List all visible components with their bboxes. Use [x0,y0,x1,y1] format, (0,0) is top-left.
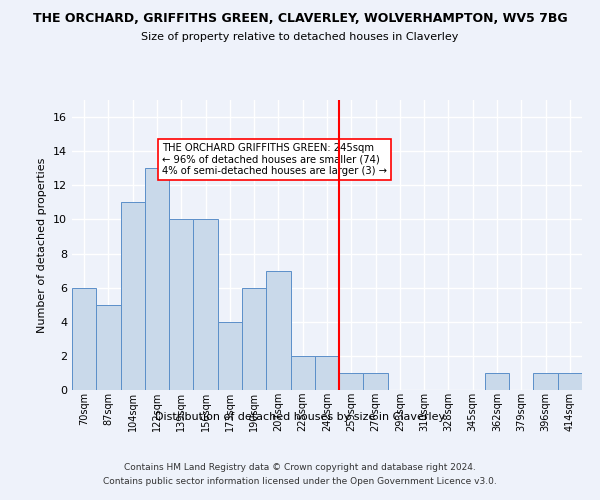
Text: Contains HM Land Registry data © Crown copyright and database right 2024.: Contains HM Land Registry data © Crown c… [124,462,476,471]
Bar [315,356,339,390]
Bar [266,270,290,390]
Text: Distribution of detached houses by size in Claverley: Distribution of detached houses by size … [155,412,445,422]
Bar [242,288,266,390]
Bar [485,373,509,390]
Bar [218,322,242,390]
Bar [558,373,582,390]
Bar [121,202,145,390]
Text: THE ORCHARD GRIFFITHS GREEN: 245sqm
← 96% of detached houses are smaller (74)
4%: THE ORCHARD GRIFFITHS GREEN: 245sqm ← 96… [162,142,387,176]
Text: Contains public sector information licensed under the Open Government Licence v3: Contains public sector information licen… [103,478,497,486]
Bar [533,373,558,390]
Y-axis label: Number of detached properties: Number of detached properties [37,158,47,332]
Bar [290,356,315,390]
Text: THE ORCHARD, GRIFFITHS GREEN, CLAVERLEY, WOLVERHAMPTON, WV5 7BG: THE ORCHARD, GRIFFITHS GREEN, CLAVERLEY,… [32,12,568,26]
Bar [96,304,121,390]
Bar [339,373,364,390]
Bar [364,373,388,390]
Text: Size of property relative to detached houses in Claverley: Size of property relative to detached ho… [142,32,458,42]
Bar [145,168,169,390]
Bar [169,220,193,390]
Bar [72,288,96,390]
Bar [193,220,218,390]
